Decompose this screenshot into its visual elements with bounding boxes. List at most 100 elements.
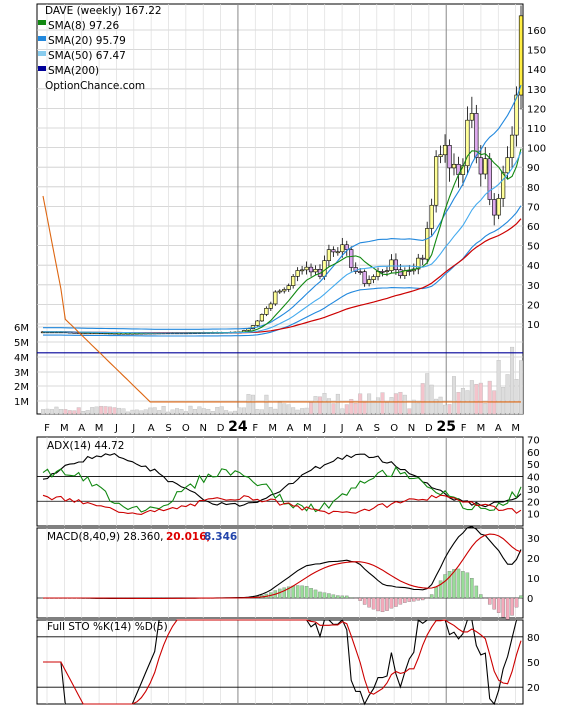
macd-hist-bar [313, 589, 318, 599]
volume-bar [326, 398, 331, 415]
macd-hist-bar [492, 597, 496, 610]
candle-body [442, 145, 448, 156]
sma20-line [43, 151, 522, 334]
volume-bar [219, 406, 224, 415]
candle-body [518, 15, 524, 96]
stoch-panel [36, 619, 524, 705]
volume-bar [371, 400, 376, 415]
volume-bar [72, 410, 77, 415]
candle-body [291, 276, 296, 286]
volume-bar [99, 405, 104, 415]
macd-hist-bar [416, 597, 421, 601]
volume-bar [259, 409, 264, 415]
x-tick-label: S [165, 423, 171, 434]
volume-tick-label: 5M [14, 338, 29, 349]
macd-signal-value: 20.016, [166, 531, 211, 543]
volume-bar [393, 393, 398, 415]
macd-hist-bar [309, 588, 313, 599]
orange-line [42, 195, 521, 403]
macd-hist-bar [501, 597, 505, 618]
macd-hist-bar [318, 591, 322, 599]
macd-hist-bar [394, 597, 398, 607]
volume-bar [197, 406, 202, 415]
volume-bar [376, 397, 381, 415]
macd-hist-bar [443, 574, 447, 599]
candle-body [340, 244, 345, 253]
candle-body [367, 279, 372, 284]
x-tick-label: S [374, 423, 380, 434]
volume-tick-label: 4M [14, 353, 29, 364]
volume-bar [49, 409, 54, 415]
adx-panel [36, 436, 524, 527]
candle-body [429, 204, 434, 229]
volume-bar [411, 399, 416, 415]
stoch-label: Full STO %K(14) %D(5) [47, 621, 168, 633]
candle-body [371, 276, 376, 280]
adx-tick-label: 10 [527, 510, 540, 521]
volume-bar [58, 409, 63, 415]
adx-tick-label: 30 [527, 485, 540, 496]
candle-body [277, 290, 282, 293]
legend-swatch-sma20 [38, 36, 46, 41]
stoch-tick-label: 80 [527, 633, 540, 644]
volume-bar [183, 411, 188, 415]
volume-bar [514, 379, 519, 415]
x-tick-label: F [44, 423, 50, 434]
volume-bar [108, 406, 113, 415]
candle-body [326, 249, 332, 261]
volume-bar [389, 397, 394, 415]
volume-bar [402, 394, 407, 415]
adx-tick-label: 20 [527, 497, 540, 508]
x-tick-label: J [131, 423, 135, 434]
volume-bar [233, 410, 238, 415]
x-tick-label: A [78, 423, 85, 434]
volume-bar [304, 407, 309, 415]
volume-bar [425, 373, 430, 415]
x-tick-label: J [340, 423, 344, 434]
candle-body [344, 244, 349, 250]
candle-body [474, 113, 479, 158]
macd-hist-bar [349, 597, 353, 599]
x-tick-label: M [60, 423, 69, 434]
candle-body [380, 271, 385, 273]
macd-hist-bar [519, 595, 523, 599]
volume-bar [237, 407, 242, 415]
x-tick-label: O [390, 423, 398, 434]
macd-hist-bar [438, 580, 443, 599]
volume-bar [134, 409, 139, 415]
volume-bars [41, 346, 524, 415]
volume-tick-label: 2M [14, 382, 29, 393]
price-tick-label: 20 [527, 300, 540, 311]
volume-bar [474, 383, 479, 415]
volume-bar [179, 409, 184, 415]
macd-tick-label: 30 [527, 534, 540, 545]
volume-bar [246, 394, 251, 415]
volume-bar [407, 408, 412, 415]
volume-bar [380, 392, 385, 415]
volume-bar [362, 402, 367, 415]
di-minus-line [42, 494, 522, 515]
volume-bar [224, 410, 229, 415]
volume-bar [139, 410, 144, 415]
volume-bar [125, 411, 130, 415]
volume-bar [166, 411, 171, 415]
volume-bar [335, 393, 340, 415]
x-tick-label: O [182, 423, 190, 434]
candle-body [255, 320, 260, 326]
candle-body [407, 270, 412, 272]
volume-bar [76, 407, 81, 415]
di-plus-line [42, 466, 522, 513]
x-tick-label: F [461, 423, 467, 434]
candle-body [282, 289, 287, 292]
candle-body [81, 332, 86, 335]
legend-sma8: SMA(8) 97.26 [48, 20, 119, 32]
adx-tick-label: 50 [527, 460, 540, 471]
candle-body [492, 199, 497, 216]
macd-hist-bar [470, 578, 474, 599]
volume-bar [286, 404, 291, 415]
price-tick-label: 30 [527, 281, 540, 292]
macd-hist-bar [304, 586, 309, 599]
candle-body [349, 249, 354, 268]
volume-bar [255, 409, 260, 415]
volume-bar [282, 403, 287, 415]
